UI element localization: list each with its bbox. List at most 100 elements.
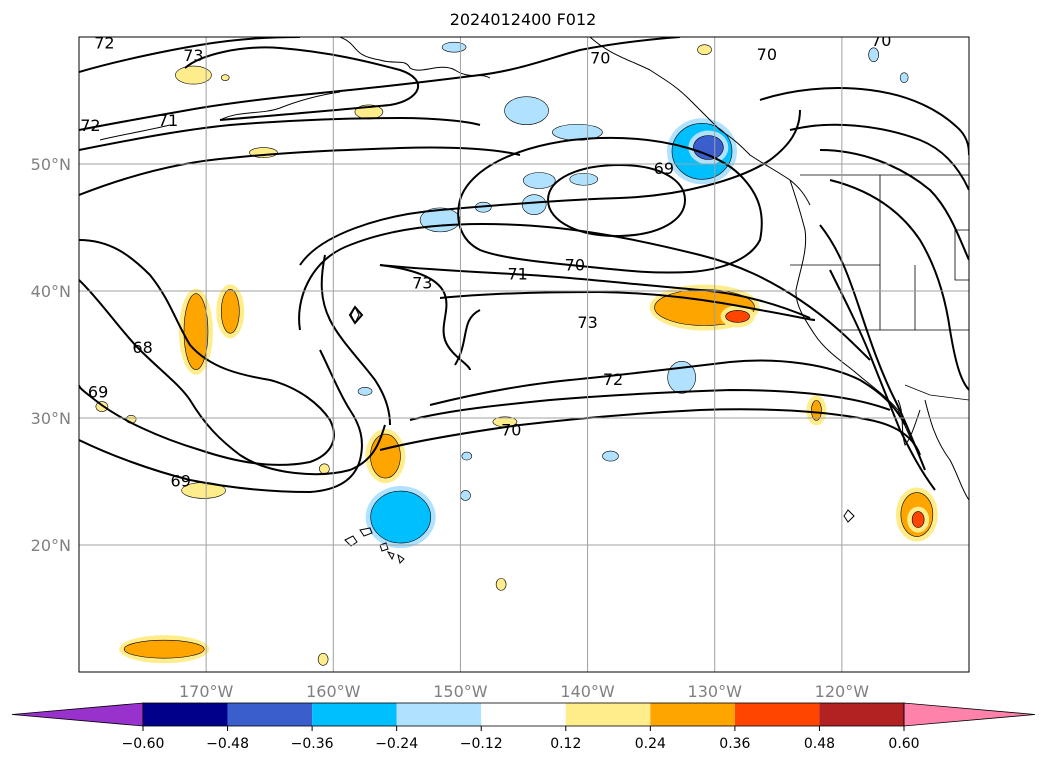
colorbar-tick-label: −0.48 bbox=[206, 736, 249, 752]
latitude-labels: 50°N 40°N 30°N 20°N bbox=[31, 155, 71, 555]
contour-label: 73 bbox=[412, 273, 432, 292]
shade-blob bbox=[725, 310, 750, 323]
contour-label: 71 bbox=[158, 111, 178, 130]
border-states bbox=[790, 175, 969, 331]
contour-coast-b bbox=[789, 123, 969, 191]
contour-label: 73 bbox=[183, 46, 203, 65]
latitude-label: 50°N bbox=[31, 155, 71, 174]
contour-coast-d bbox=[829, 179, 969, 391]
contour-label: 70 bbox=[501, 421, 521, 440]
contour-label: 69 bbox=[654, 159, 674, 178]
figure-title: 2024012400 F012 bbox=[450, 10, 597, 29]
borders bbox=[790, 174, 969, 401]
contour-70-south bbox=[379, 408, 921, 456]
contour-label: 72 bbox=[80, 116, 100, 135]
contour-68-west bbox=[79, 239, 335, 466]
colorbar-tick-label: 0.12 bbox=[550, 736, 581, 752]
shade-blob bbox=[522, 172, 556, 189]
shade-blob bbox=[317, 652, 329, 666]
coastlines bbox=[99, 37, 969, 564]
map-background bbox=[79, 37, 969, 672]
longitude-label: 130°W bbox=[688, 682, 743, 701]
latitude-label: 20°N bbox=[31, 536, 71, 555]
coastline-hawaii bbox=[344, 527, 405, 564]
colorbar-frame bbox=[142, 702, 905, 727]
colorbar-segment bbox=[143, 703, 228, 726]
contour-label: 70 bbox=[757, 45, 777, 64]
shade-blob bbox=[220, 74, 230, 81]
colorbar-tick-label: 0.48 bbox=[804, 736, 835, 752]
colorbar-tick-label: 0.36 bbox=[719, 736, 750, 752]
colorbar-segment bbox=[819, 703, 904, 726]
contour-72-south bbox=[429, 359, 906, 426]
shade-blob bbox=[569, 172, 599, 186]
gridlines bbox=[79, 37, 969, 672]
colorbar-segment bbox=[565, 703, 651, 726]
contour-coast-c bbox=[819, 149, 969, 261]
shade-blob bbox=[693, 135, 724, 160]
contour-coast-e bbox=[819, 224, 926, 471]
contour-70-north bbox=[79, 146, 521, 196]
shade-blob bbox=[370, 490, 431, 544]
contour-label: 70 bbox=[565, 256, 585, 275]
contour-69-west bbox=[79, 279, 386, 476]
longitude-label: 150°W bbox=[433, 682, 488, 701]
colorbar-segment bbox=[227, 703, 313, 726]
shade-blob bbox=[370, 433, 401, 479]
colorbar-tick-label: −0.36 bbox=[291, 736, 334, 752]
colorbar-tick-label: 0.24 bbox=[635, 736, 666, 752]
shade-blob bbox=[221, 289, 240, 334]
contour-label: 68 bbox=[132, 338, 152, 357]
coastline-panhandle bbox=[589, 37, 811, 206]
shade-blob bbox=[123, 639, 205, 659]
contour-coast-f bbox=[829, 269, 936, 491]
contour-71-north bbox=[79, 116, 481, 151]
colorbar-segment bbox=[650, 703, 735, 726]
latitude-label: 40°N bbox=[31, 282, 71, 301]
shade-blob bbox=[899, 72, 909, 83]
coastline-west-coast bbox=[789, 179, 969, 501]
contour-label: 71 bbox=[507, 264, 527, 283]
contour-72-north bbox=[79, 37, 681, 131]
shade-blob bbox=[357, 387, 373, 396]
colorbar-tick-label: −0.24 bbox=[375, 736, 418, 752]
shade-blob bbox=[504, 96, 549, 125]
contour-sw-small bbox=[348, 305, 364, 325]
contours bbox=[79, 37, 969, 494]
longitude-labels: 170°W 160°W 150°W 140°W 130°W 120°W bbox=[179, 682, 869, 701]
shade-blob bbox=[811, 400, 822, 421]
shade-blob bbox=[461, 451, 473, 461]
contour-70-west bbox=[79, 349, 363, 494]
contour-71-mid bbox=[299, 109, 811, 319]
colorbar-segment bbox=[312, 703, 397, 726]
contour-71-west bbox=[320, 254, 391, 426]
shade-blob bbox=[175, 65, 212, 85]
contour-label: 70 bbox=[871, 31, 891, 50]
island-sm bbox=[843, 509, 855, 523]
longitude-label: 160°W bbox=[306, 682, 361, 701]
contour-label: 73 bbox=[577, 313, 597, 332]
colorbar-tick-label: 0.60 bbox=[888, 736, 919, 752]
shade-blob bbox=[868, 47, 879, 63]
shade-blob bbox=[441, 41, 467, 53]
contour-70-mid bbox=[457, 136, 763, 274]
shade-blob bbox=[495, 578, 507, 591]
shade-blob bbox=[521, 194, 547, 215]
longitude-label: 170°W bbox=[179, 682, 234, 701]
contour-label: 72 bbox=[94, 33, 114, 52]
contour-71-south bbox=[409, 388, 891, 421]
longitude-label: 120°W bbox=[815, 682, 870, 701]
shade-blob bbox=[602, 450, 619, 462]
contour-label: 69 bbox=[88, 383, 108, 402]
shade-blob bbox=[460, 490, 471, 501]
border-us-mexico bbox=[904, 384, 969, 401]
latitude-label: 30°N bbox=[31, 409, 71, 428]
shade-blob bbox=[319, 463, 330, 475]
contour-coast-a bbox=[759, 87, 969, 156]
contour-label: 72 bbox=[603, 370, 623, 389]
colorbar-segment bbox=[396, 703, 482, 726]
shade-blob bbox=[911, 511, 925, 528]
map-frame bbox=[78, 36, 970, 673]
contour-73-inner bbox=[379, 264, 816, 371]
